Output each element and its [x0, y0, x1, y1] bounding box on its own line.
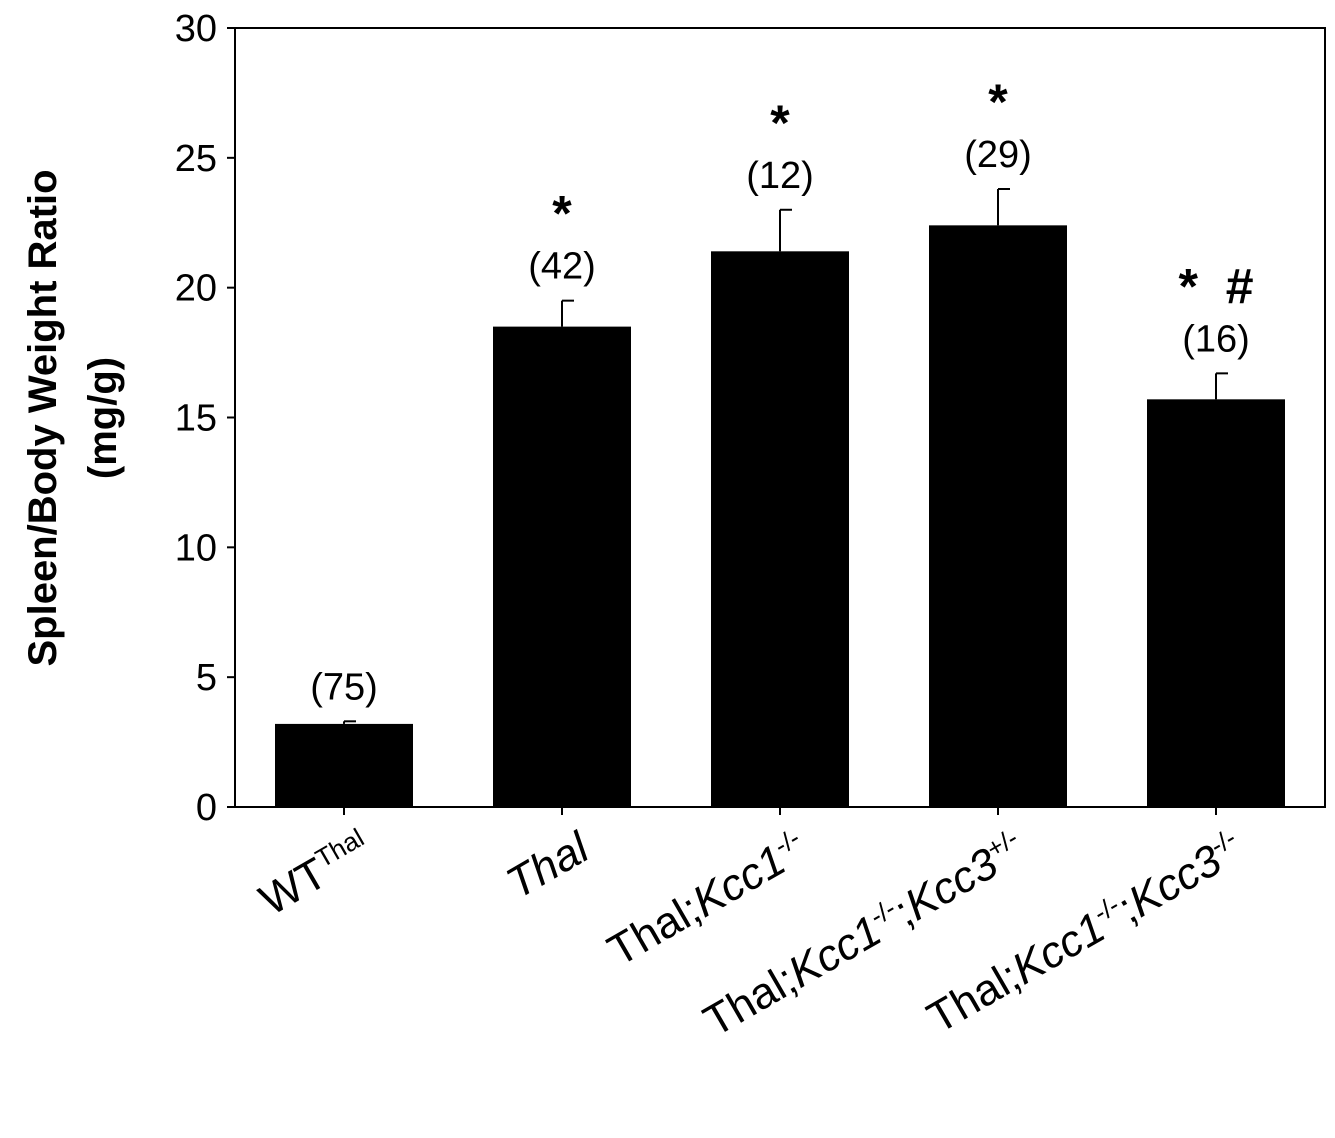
bar	[711, 251, 849, 807]
x-tick-label: Thal	[498, 823, 598, 909]
sample-size-label: (42)	[528, 246, 596, 288]
x-tick-label: WTThal	[251, 822, 379, 925]
y-axis-title: Spleen/Body Weight Ratio	[21, 169, 65, 666]
y-tick-label: 10	[175, 527, 217, 569]
x-tick-label-part: Thal	[498, 823, 598, 909]
sample-size-label: (16)	[1182, 318, 1250, 360]
y-axis-unit: (mg/g)	[81, 357, 125, 479]
bar	[1147, 399, 1285, 807]
bar	[275, 723, 413, 807]
y-tick-label: 30	[175, 8, 217, 50]
sample-size-label: (29)	[964, 134, 1032, 176]
significance-marker: * #	[1178, 258, 1253, 314]
significance-marker: *	[770, 95, 790, 151]
annotations: (75)(42)*(12)*(29)*(16)* #	[310, 74, 1253, 708]
significance-marker: *	[552, 186, 572, 242]
y-tick-label: 0	[196, 787, 217, 829]
bar	[493, 326, 631, 807]
sample-size-label: (12)	[746, 155, 814, 197]
sample-size-label: (75)	[310, 666, 378, 708]
y-tick-label: 20	[175, 268, 217, 310]
bars	[275, 187, 1285, 807]
bar	[929, 225, 1067, 807]
y-axis: 0 5 10 15 20 25 30	[175, 8, 235, 829]
y-tick-label: 15	[175, 398, 217, 440]
y-tick-label: 5	[196, 657, 217, 699]
y-tick-label: 25	[175, 138, 217, 180]
x-axis: WTThal ThalThal;Kcc1-/-Thal;Kcc1-/-;Kcc3+…	[251, 807, 1241, 1046]
significance-marker: *	[988, 74, 1008, 130]
